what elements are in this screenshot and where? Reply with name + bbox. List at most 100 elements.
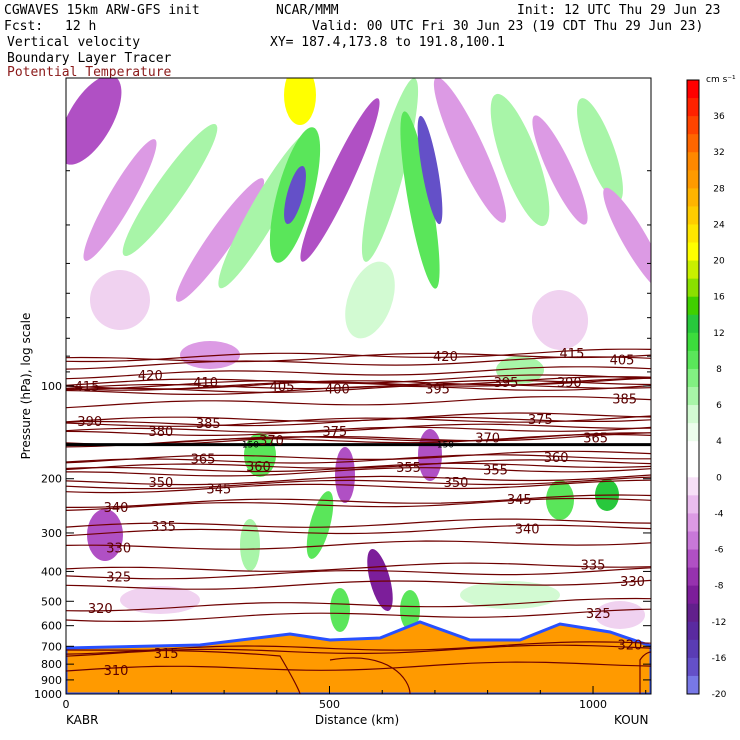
colorbar-swatch bbox=[687, 441, 699, 460]
tracer-contour bbox=[66, 649, 301, 694]
velocity-shading bbox=[284, 78, 316, 125]
isentrope-label: 315 bbox=[154, 647, 179, 662]
isentrope-label: 340 bbox=[515, 522, 540, 537]
colorbar-swatch bbox=[687, 152, 699, 171]
y-tick-label: 700 bbox=[41, 640, 62, 653]
y-tick-label: 800 bbox=[41, 658, 62, 671]
x-axis: 0 500 1000 bbox=[63, 686, 647, 711]
isentrope-label: 360 bbox=[544, 451, 569, 466]
isentrope-label: 385 bbox=[196, 417, 221, 432]
colorbar-label: -4 bbox=[715, 509, 724, 519]
colorbar-swatch bbox=[687, 621, 699, 641]
isentrope-label: 325 bbox=[586, 607, 611, 622]
isentrope-label: 395 bbox=[494, 376, 519, 391]
isentrope-line bbox=[66, 479, 651, 494]
velocity-shading bbox=[300, 98, 380, 262]
colorbar-label: -8 bbox=[715, 582, 724, 592]
colorbar-swatch bbox=[687, 549, 699, 569]
isentrope-label: 410 bbox=[193, 376, 218, 391]
colorbar-swatch bbox=[687, 314, 699, 334]
velocity-shading bbox=[417, 115, 443, 225]
isentrope-label: 330 bbox=[106, 542, 131, 557]
isentrope-line bbox=[66, 644, 651, 657]
velocity-shading bbox=[335, 447, 355, 503]
y-axis-title: Pressure (hPa), log scale bbox=[19, 313, 33, 460]
colorbar-swatch bbox=[687, 296, 699, 316]
isentrope-label: 330 bbox=[620, 575, 645, 590]
colorbar-swatch bbox=[687, 675, 699, 695]
colorbar-label: 36 bbox=[713, 112, 725, 122]
colorbar-swatch bbox=[687, 188, 699, 207]
isentrope-label: 405 bbox=[610, 353, 635, 368]
colorbar-swatch bbox=[687, 368, 699, 388]
colorbar-swatch bbox=[687, 170, 699, 189]
velocity-shading bbox=[490, 93, 550, 227]
x-tick-label: 0 bbox=[63, 698, 70, 711]
colorbar-swatch bbox=[687, 531, 699, 551]
isentrope-label: 390 bbox=[77, 415, 102, 430]
colorbar-swatch bbox=[687, 350, 699, 370]
y-tick-label: 900 bbox=[41, 674, 62, 687]
colorbar-swatch bbox=[687, 80, 699, 99]
isentrope-label: 345 bbox=[507, 493, 532, 508]
isentrope-line bbox=[66, 661, 651, 672]
right-station-label: KOUN bbox=[614, 713, 648, 727]
velocity-shading bbox=[122, 123, 218, 257]
y-tick-label: 1000 bbox=[34, 688, 62, 701]
colorbar-swatch bbox=[687, 387, 699, 406]
isentrope-line bbox=[66, 433, 651, 448]
isentrope-line bbox=[66, 385, 651, 395]
isentrope-label: 340 bbox=[104, 501, 129, 516]
colorbar-label: 8 bbox=[716, 365, 722, 375]
velocity-shading bbox=[433, 78, 507, 223]
isentrope-line bbox=[66, 356, 651, 370]
colorbar-label: 12 bbox=[713, 329, 724, 339]
colorbar-label: 16 bbox=[713, 293, 725, 303]
isentrope-line bbox=[66, 497, 651, 511]
y-tick-label: 500 bbox=[41, 595, 62, 608]
isentrope-line bbox=[66, 377, 651, 391]
isentrope-line bbox=[66, 518, 651, 528]
isentrope-line bbox=[66, 579, 651, 590]
isentrope-line bbox=[66, 494, 651, 508]
isentrope-line bbox=[66, 641, 651, 655]
model-title: CGWAVES 15km ARW-GFS init bbox=[4, 3, 200, 18]
velocity-shading bbox=[577, 98, 623, 202]
colorbar-swatch bbox=[687, 567, 699, 587]
fcst-label: Fcst: bbox=[4, 19, 44, 34]
isentrope-line bbox=[66, 415, 651, 427]
isentrope-label: 320 bbox=[88, 602, 113, 617]
isentrope-label: 355 bbox=[483, 464, 508, 479]
left-station-label: KABR bbox=[66, 713, 98, 727]
isentrope-line bbox=[66, 474, 651, 486]
velocity-shading bbox=[66, 78, 122, 165]
isentrope-label: 415 bbox=[560, 347, 585, 362]
isentrope-label: 395 bbox=[425, 383, 450, 398]
org-label: NCAR/MMM bbox=[276, 3, 339, 18]
isentrope-line bbox=[66, 348, 651, 363]
velocity-shading bbox=[532, 115, 588, 225]
colorbar-swatch bbox=[687, 585, 699, 605]
isentrope-label: 325 bbox=[106, 570, 131, 585]
isentrope-label: 370 bbox=[475, 432, 500, 447]
isentrope-line bbox=[66, 476, 651, 490]
colorbar-label: 32 bbox=[713, 148, 724, 158]
colorbar-frame bbox=[686, 79, 700, 695]
isentrope-label: 365 bbox=[583, 432, 608, 447]
isentrope-label: 375 bbox=[528, 413, 553, 428]
velocity-shading bbox=[90, 270, 150, 330]
colorbar-label: -6 bbox=[715, 546, 724, 556]
colorbar-swatch bbox=[687, 224, 699, 244]
colorbar-label: 24 bbox=[713, 220, 725, 230]
colorbar-swatch bbox=[687, 423, 699, 442]
colorbar-swatch bbox=[687, 603, 699, 623]
isentrope-label: 400 bbox=[325, 383, 350, 398]
tracer-label-left: 150 bbox=[242, 441, 259, 451]
colorbar-swatch bbox=[687, 134, 699, 153]
plot-area: 415 420 410 405 400 420 395 395 390 415 405 385 390 3… bbox=[66, 78, 651, 694]
colorbar-label: 4 bbox=[716, 437, 722, 447]
colorbar-label: 28 bbox=[713, 184, 725, 194]
x-tick-label: 500 bbox=[319, 698, 340, 711]
